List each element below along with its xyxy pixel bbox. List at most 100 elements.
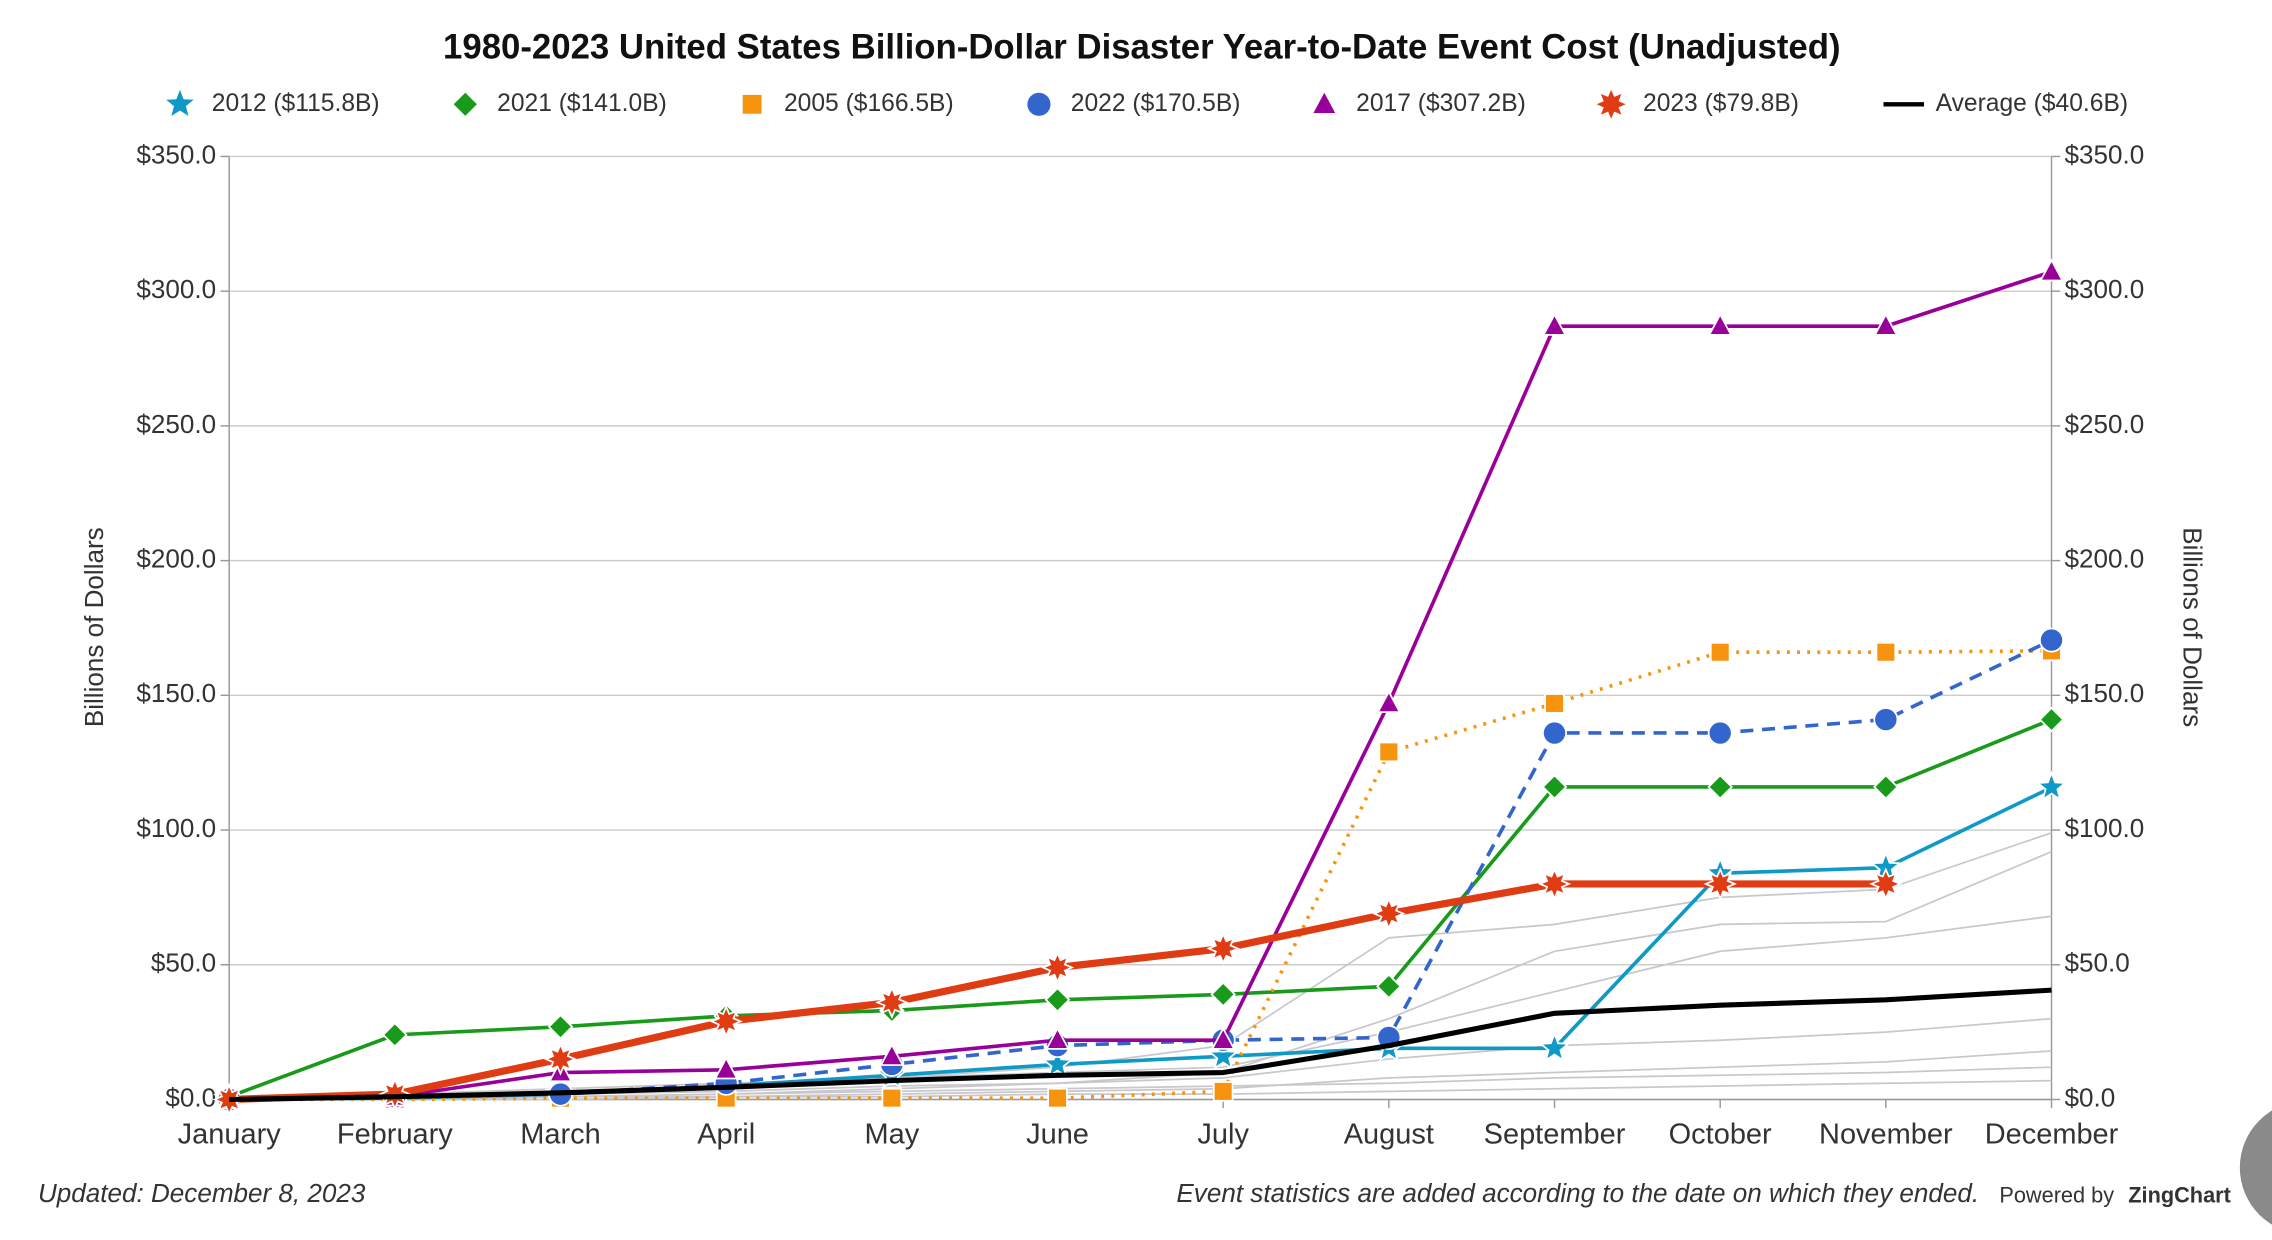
marker [713, 1056, 739, 1080]
x-tick-label: December [1985, 1118, 2119, 1150]
marker [875, 985, 909, 1020]
marker [1212, 1081, 1234, 1102]
marker [2039, 258, 2064, 282]
marker [1207, 1039, 1240, 1071]
background-line [229, 850, 2052, 1101]
series [213, 770, 2068, 1114]
marker [1703, 867, 1737, 901]
legend-label: 2005 ($166.5B) [784, 90, 954, 117]
y2-tick-label: $200.0 [2065, 543, 2145, 573]
marker [1544, 693, 1565, 714]
y2-tick-label: $50.0 [2065, 948, 2130, 978]
y2-tick-label: $100.0 [2065, 813, 2145, 843]
marker [1542, 312, 1567, 336]
marker [1538, 1031, 1571, 1063]
y2-tick-label: $300.0 [2065, 274, 2145, 304]
series-line [229, 649, 2052, 1102]
marker [1875, 641, 1897, 663]
marker [1709, 641, 1731, 663]
y-axis-title: Billions of Dollars [79, 527, 109, 727]
y-tick-label: $350.0 [136, 139, 216, 169]
marker [1040, 950, 1075, 985]
marker [1537, 867, 1572, 901]
legend-swatch [1027, 92, 1051, 116]
brand: ZingChart [2128, 1182, 2231, 1207]
marker [1045, 1026, 1070, 1050]
legend-swatch [1313, 92, 1336, 113]
x-tick-label: June [1026, 1118, 1089, 1150]
marker [543, 1042, 578, 1076]
legend-label: 2017 ($307.2B) [1356, 90, 1526, 117]
series-line [229, 270, 2053, 1102]
corner-decoration [2239, 1110, 2272, 1225]
marker [378, 1077, 412, 1111]
x-tick-label: August [1344, 1118, 1434, 1150]
marker [382, 1022, 408, 1048]
marker [1047, 1087, 1068, 1109]
marker [1873, 774, 1899, 800]
x-tick-label: October [1669, 1118, 1772, 1150]
series [216, 706, 2065, 1110]
marker [1044, 986, 1071, 1013]
marker [1541, 774, 1568, 800]
x-tick-label: January [178, 1118, 282, 1150]
series-line [229, 987, 2052, 1103]
y-tick-label: $100.0 [136, 813, 216, 843]
marker [1542, 720, 1567, 746]
legend-label: Average ($40.6B) [1936, 90, 2128, 117]
marker [1707, 312, 1733, 336]
y2-tick-label: $350.0 [2065, 139, 2145, 169]
y2-axis-title: Billions of Dollars [2178, 527, 2208, 727]
background-line [229, 1066, 2052, 1101]
y-tick-label: $50.0 [151, 948, 216, 978]
legend-swatch [1596, 89, 1626, 119]
y2-tick-label: $150.0 [2065, 678, 2145, 708]
legend-swatch [742, 94, 762, 114]
marker [1210, 981, 1236, 1008]
series-line [228, 717, 2053, 1099]
chart-title: 1980-2023 United States Billion-Dollar D… [443, 28, 1840, 66]
marker [1707, 720, 1733, 746]
series [229, 987, 2052, 1103]
y-tick-label: $300.0 [136, 274, 216, 304]
series [216, 258, 2064, 1110]
x-tick-label: July [1197, 1118, 1249, 1150]
footnote: Event statistics are added according to … [1176, 1178, 1979, 1208]
series [212, 867, 1903, 1117]
marker [1041, 1047, 1074, 1079]
marker [1873, 707, 1899, 733]
legend-swatch [166, 89, 194, 117]
y-tick-label: $200.0 [136, 543, 216, 573]
marker [547, 1013, 574, 1040]
marker [881, 1087, 903, 1109]
updated-note: Updated: December 8, 2023 [38, 1178, 366, 1208]
x-tick-label: April [697, 1118, 755, 1150]
marker [2035, 770, 2068, 802]
marker [2038, 706, 2065, 733]
marker [1873, 312, 1899, 336]
marker [1707, 774, 1733, 800]
legend-label: 2022 ($170.5B) [1071, 90, 1241, 117]
marker [709, 1004, 743, 1039]
background-line [229, 915, 2052, 1101]
x-tick-label: September [1484, 1118, 1626, 1150]
x-tick-label: February [337, 1118, 453, 1150]
y2-tick-label: $0.0 [2065, 1082, 2116, 1112]
series-line [229, 638, 2053, 1102]
background-line [229, 1079, 2052, 1101]
marker [1210, 1026, 1236, 1050]
legend-swatch [453, 92, 477, 116]
y-tick-label: $250.0 [136, 409, 216, 439]
y-tick-label: $150.0 [136, 678, 216, 708]
marker [1206, 931, 1240, 966]
marker [1376, 973, 1402, 1000]
marker [1376, 689, 1402, 713]
marker [1378, 741, 1400, 763]
y2-tick-label: $250.0 [2065, 409, 2145, 439]
y-tick-label: $0.0 [165, 1082, 216, 1112]
marker [2039, 627, 2064, 653]
series-line [229, 785, 2053, 1102]
powered-by: Powered by [1999, 1182, 2114, 1207]
marker [1372, 896, 1406, 931]
